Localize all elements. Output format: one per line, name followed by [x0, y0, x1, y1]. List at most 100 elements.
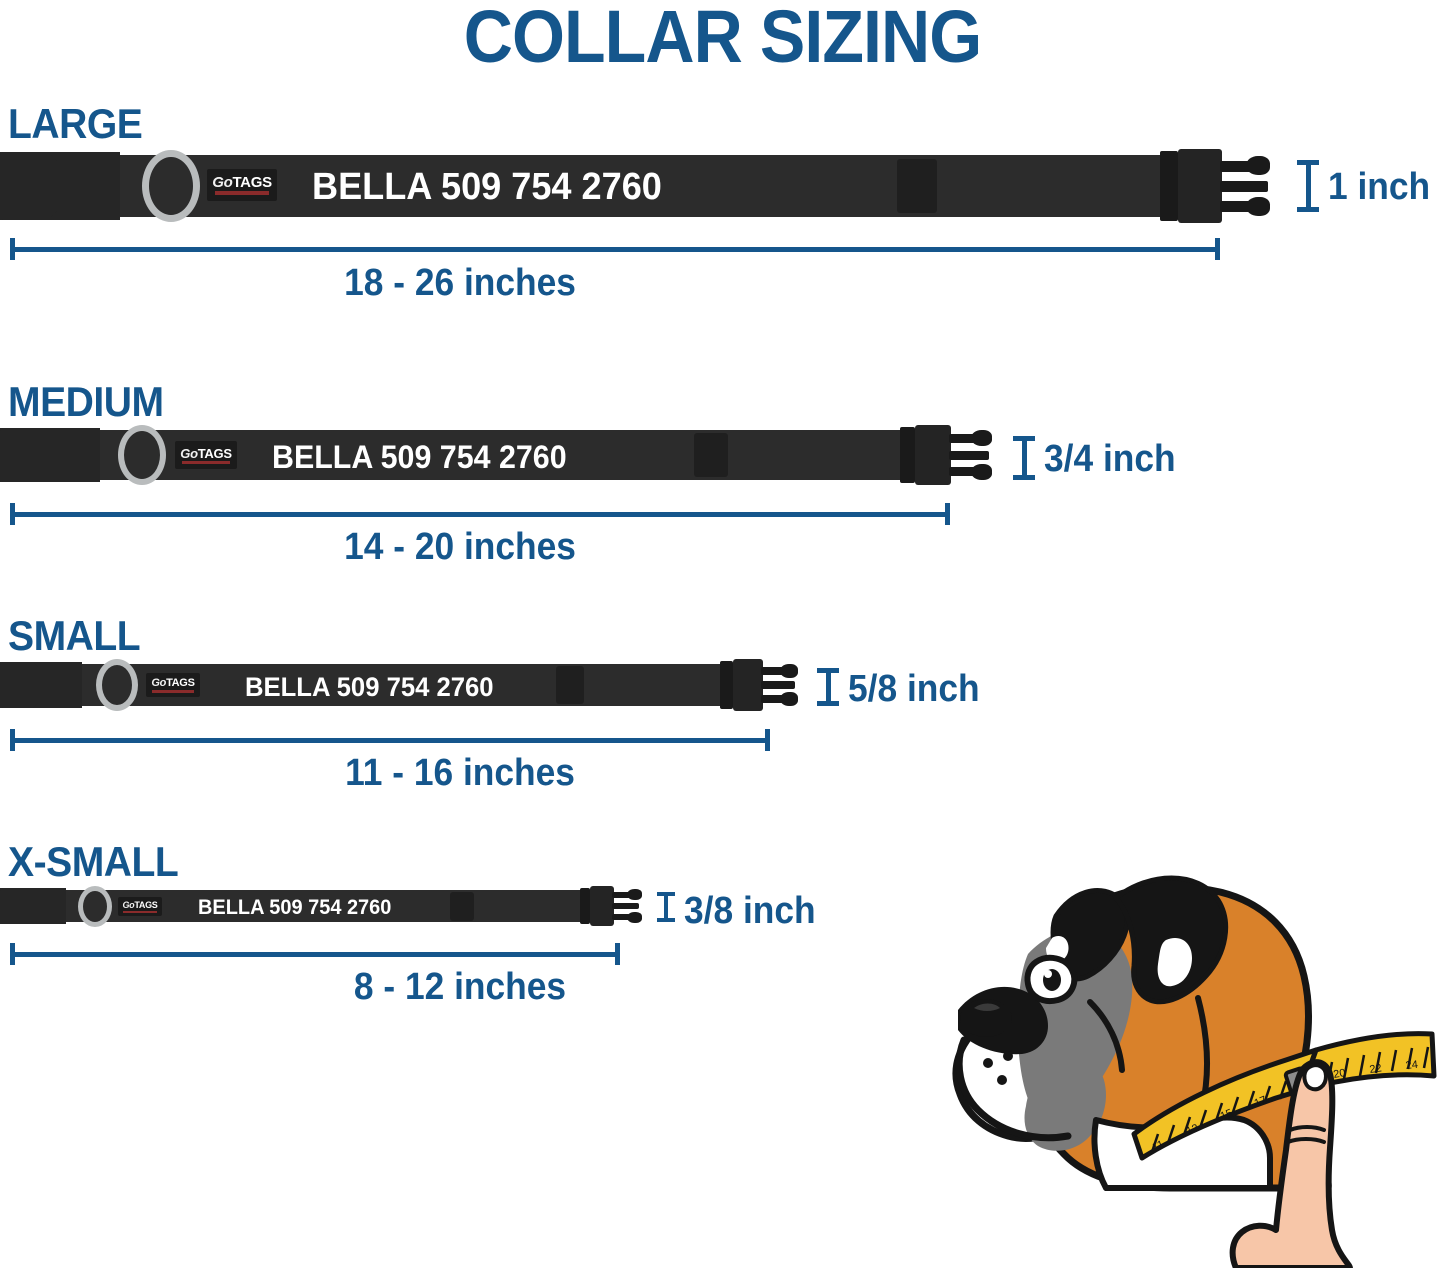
width-dimension-medium	[1012, 436, 1036, 480]
buckle-prong-middle	[612, 903, 639, 909]
tape-number-20: 20	[1332, 1067, 1346, 1081]
keeper-loop	[450, 892, 474, 921]
keeper-loop	[694, 433, 728, 477]
dog-cheek-crease	[1087, 999, 1125, 1073]
width-dimension-cap-bottom	[1013, 475, 1035, 480]
buckle-prong-tip-bottom	[780, 692, 798, 706]
length-dimension-xsmall	[10, 943, 620, 965]
logo-tags-text: TAGS	[232, 174, 272, 191]
buckle-prong-top	[1220, 161, 1254, 172]
size-label-xsmall: X-SMALL	[8, 838, 179, 885]
size-label-small: SMALL	[8, 612, 141, 659]
size-row-medium: MEDIUM GoTAGS BELLA 509 754 2760 3/	[0, 378, 1445, 588]
tape-numbers: 11 13 15 17 20 22 24	[1151, 1059, 1419, 1154]
logo-tags-text: TAGS	[166, 676, 195, 689]
buckle-right	[900, 425, 992, 485]
logo-underline	[122, 910, 158, 913]
length-dimension-cap-left	[10, 238, 15, 260]
buckle-right	[580, 886, 642, 926]
width-dimension-cap-top	[1297, 160, 1319, 165]
whisker-dot-2	[1003, 1051, 1013, 1061]
length-dimension-cap-left	[10, 503, 15, 525]
d-ring	[118, 425, 166, 485]
width-dimension-cap-bottom	[1297, 207, 1319, 212]
width-dimension-small	[816, 668, 840, 706]
length-label-xsmall: 8 - 12 inches	[353, 966, 567, 1008]
knuckle-crease-2	[1286, 1137, 1326, 1144]
buckle-left	[0, 152, 120, 220]
tape-number-15: 15	[1219, 1107, 1235, 1123]
engraved-name-text: BELLA 509 754 2760	[245, 672, 494, 702]
width-dimension-cap-top	[817, 668, 839, 673]
gotags-logo-badge: GoTAGS	[146, 673, 200, 697]
width-dimension-line	[1305, 160, 1311, 212]
engraved-name-text: BELLA 509 754 2760	[312, 166, 662, 208]
logo-underline	[214, 191, 270, 195]
buckle-prong-bottom	[949, 467, 977, 476]
buckle-left	[0, 428, 100, 482]
length-dimension-cap-right	[1215, 238, 1220, 260]
logo-go-text: Go	[212, 174, 233, 191]
length-label-medium: 14 - 20 inches	[344, 526, 576, 568]
dog-nose	[960, 999, 1012, 1037]
width-dimension-xsmall	[655, 892, 677, 922]
buckle-prong-top	[761, 667, 785, 675]
buckle-right-body	[1178, 149, 1222, 223]
d-ring	[78, 886, 112, 927]
gotags-logo-badge: GoTAGS	[207, 169, 277, 201]
gotags-logo-text: GoTAGS	[151, 676, 195, 689]
width-dimension-line	[664, 892, 668, 922]
whisker-dot-3	[997, 1075, 1007, 1085]
buckle-right	[1160, 149, 1270, 223]
d-ring	[96, 659, 138, 711]
size-label-medium: MEDIUM	[8, 378, 164, 425]
keeper-loop	[897, 159, 937, 213]
buckle-right-neck	[580, 888, 590, 924]
buckle-right-neck	[720, 661, 733, 709]
buckle-right-body	[733, 659, 763, 711]
buckle-left-body	[0, 888, 66, 924]
length-dimension-cap-left	[10, 943, 15, 965]
length-dimension-line	[10, 246, 1220, 252]
page-title: COLLAR SIZING	[463, 0, 982, 78]
dog-eye-glint	[1044, 970, 1052, 978]
logo-go-text: Go	[151, 676, 167, 689]
size-label-large: LARGE	[8, 100, 143, 147]
buckle-right-neck	[1160, 151, 1178, 221]
whisker-dot-1	[983, 1058, 993, 1068]
logo-go-text: Go	[122, 899, 135, 910]
buckle-left	[0, 888, 66, 924]
buckle-right-body	[590, 886, 614, 926]
length-label-large: 18 - 26 inches	[344, 262, 576, 304]
width-dimension-line	[825, 668, 831, 706]
length-dimension-small	[10, 729, 770, 751]
buckle-left	[0, 662, 82, 708]
width-dimension-cap-bottom	[657, 918, 675, 922]
buckle-right	[720, 659, 798, 711]
width-label-small: 5/8 inch	[848, 668, 980, 710]
buckle-prong-tip-bottom	[971, 464, 992, 480]
tape-number-13: 13	[1185, 1122, 1201, 1138]
length-dimension-line	[10, 511, 950, 517]
buckle-prong-tip-top	[627, 889, 642, 900]
buckle-prong-middle	[761, 681, 795, 689]
length-dimension-cap-right	[615, 943, 620, 965]
buckle-prong-top	[949, 434, 977, 443]
buckle-prong-tip-top	[1246, 156, 1270, 175]
collar-graphic-small: GoTAGS BELLA 509 754 2760	[0, 659, 798, 711]
logo-go-text: Go	[180, 445, 198, 461]
size-row-large: LARGE GoTAGS BELLA 509 754 2760	[0, 100, 1445, 320]
buckle-prong-middle	[949, 451, 989, 460]
gotags-logo-text: GoTAGS	[122, 899, 157, 910]
tape-measure-band	[1131, 1047, 1319, 1161]
dog-measuring-illustration: 11 13 15 17 20 22 24	[930, 858, 1445, 1268]
logo-tags-text: TAGS	[197, 445, 232, 461]
length-dimension-medium	[10, 503, 950, 525]
width-dimension-cap-top	[657, 892, 675, 896]
width-label-large: 1 inch	[1328, 166, 1431, 208]
collar-graphic-medium: GoTAGS BELLA 509 754 2760	[0, 425, 992, 485]
collar-strap	[22, 664, 752, 706]
buckle-prong-tip-bottom	[1246, 197, 1270, 216]
gotags-logo-badge: GoTAGS	[175, 441, 237, 469]
width-dimension-cap-top	[1013, 436, 1035, 441]
